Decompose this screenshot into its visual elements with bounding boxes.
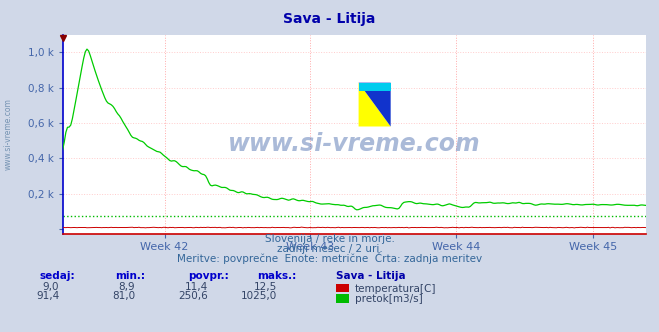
Text: 12,5: 12,5: [254, 282, 277, 291]
Text: min.:: min.:: [115, 271, 146, 281]
Text: 11,4: 11,4: [185, 282, 208, 291]
Text: 9,0: 9,0: [43, 282, 59, 291]
Text: sedaj:: sedaj:: [40, 271, 75, 281]
Text: pretok[m3/s]: pretok[m3/s]: [355, 294, 422, 304]
Text: www.si-vreme.com: www.si-vreme.com: [3, 99, 13, 170]
Text: 250,6: 250,6: [178, 291, 208, 301]
Polygon shape: [358, 83, 391, 126]
Text: 8,9: 8,9: [119, 282, 135, 291]
Text: 91,4: 91,4: [36, 291, 59, 301]
Text: Sava - Litija: Sava - Litija: [336, 271, 406, 281]
Text: povpr.:: povpr.:: [188, 271, 229, 281]
Text: 1025,0: 1025,0: [241, 291, 277, 301]
Text: zadnji mesec / 2 uri.: zadnji mesec / 2 uri.: [277, 244, 382, 254]
Text: www.si-vreme.com: www.si-vreme.com: [228, 132, 480, 156]
Text: Meritve: povprečne  Enote: metrične  Črta: zadnja meritev: Meritve: povprečne Enote: metrične Črta:…: [177, 252, 482, 264]
Text: Sava - Litija: Sava - Litija: [283, 12, 376, 26]
Text: 81,0: 81,0: [112, 291, 135, 301]
Polygon shape: [358, 83, 391, 91]
Polygon shape: [358, 83, 391, 126]
Text: Slovenija / reke in morje.: Slovenija / reke in morje.: [264, 234, 395, 244]
Text: maks.:: maks.:: [257, 271, 297, 281]
Text: temperatura[C]: temperatura[C]: [355, 284, 436, 293]
